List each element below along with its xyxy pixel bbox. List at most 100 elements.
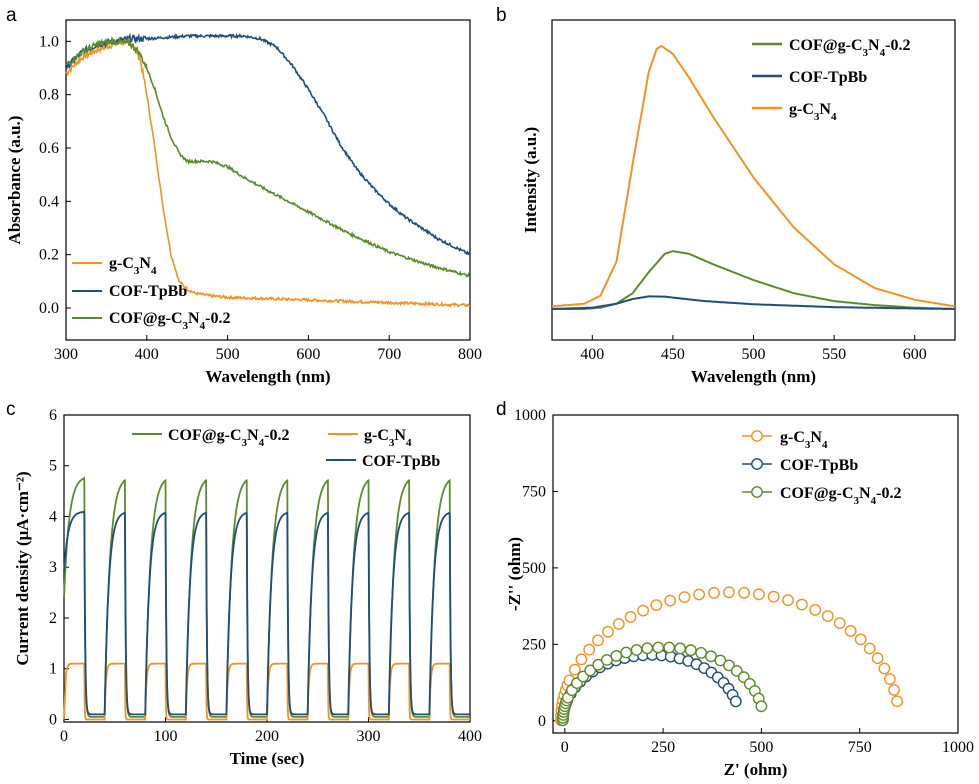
chart-b-legend-label-g: g-C3N4 <box>789 101 837 123</box>
chart-c-series-g <box>63 662 470 721</box>
chart-b-xtick-label: 500 <box>742 346 766 363</box>
chart-a-legend-label-cof: COF-TpBb <box>109 283 187 300</box>
chart-b-series-cof <box>551 295 955 310</box>
chart-d-xtick-label: 1000 <box>942 739 974 756</box>
chart-a-ytick-label: 0.8 <box>39 87 59 104</box>
chart-a-xtick-label: 400 <box>135 346 159 363</box>
chart-c-ytick-label: 4 <box>49 508 57 525</box>
chart-d-point-g <box>884 673 896 685</box>
chart-d-xtick-label: 750 <box>848 739 872 756</box>
chart-d-point-g <box>753 588 765 601</box>
chart-c-photocurrent: 0 100 200 300 400 0 1 2 3 4 5 6 Time (sec) Current de… <box>13 407 482 768</box>
chart-d-point-g <box>878 662 891 675</box>
chart-b-xlabel: Wavelength (nm) <box>691 367 816 386</box>
chart-d-ylabel: -Z'' (ohm) <box>505 537 524 611</box>
chart-d-point-g <box>844 625 857 637</box>
chart-c-xlabel: Time (sec) <box>230 749 305 768</box>
chart-b-series-comp <box>552 250 956 310</box>
chart-d-point-g <box>871 652 884 665</box>
chart-a-legend-label-g: g-C3N4 <box>109 255 157 277</box>
chart-a-xtick-label: 700 <box>377 346 401 363</box>
chart-c-ylabel: Current density (μA·cm⁻²) <box>13 471 32 665</box>
chart-b-legend-label-comp: COF@g-C3N4-0.2 <box>789 37 910 59</box>
chart-a-absorbance: 300 400 500 600 700 800 0.0 0.2 0.4 0.6 0.8 1.0 Wave… <box>5 19 482 386</box>
chart-d-point-g <box>664 594 677 607</box>
chart-b-photoluminescence: 400 450 500 550 600 Wavelength (nm) Intensity … <box>521 19 956 386</box>
chart-d-point-comp <box>641 642 654 655</box>
chart-d-point-g <box>650 599 663 611</box>
chart-c-ytick-label: 1 <box>49 661 57 678</box>
chart-d-point-g <box>738 586 750 599</box>
chart-d-point-cof <box>729 695 742 708</box>
chart-d-point-comp <box>695 647 707 659</box>
chart-c-legend-label-g: g-C3N4 <box>364 427 412 449</box>
chart-a-ytick-label: 1.0 <box>39 33 59 50</box>
chart-d-point-g <box>821 610 834 622</box>
chart-d-point-comp <box>663 641 676 654</box>
chart-d-legend-marker-g <box>751 430 763 442</box>
chart-d-point-g <box>568 663 581 676</box>
chart-d-ytick-label: 1000 <box>514 407 546 424</box>
chart-d-point-g <box>575 653 588 666</box>
chart-d-point-g <box>782 594 794 607</box>
chart-d-xlabel: Z' (ohm) <box>724 760 788 779</box>
chart-c-ytick-label: 0 <box>49 711 57 728</box>
chart-d-point-comp <box>723 659 735 672</box>
chart-d-point-g <box>863 642 876 655</box>
chart-d-point-g <box>767 590 780 603</box>
chart-b-frame <box>551 19 956 341</box>
chart-c-ytick-label: 5 <box>49 458 57 475</box>
chart-c-ytick-label: 3 <box>49 559 57 576</box>
chart-b-legend-label-cof: COF-TpBb <box>789 69 867 86</box>
chart-a-ytick-label: 0.6 <box>39 140 59 157</box>
chart-c-ytick-label: 6 <box>49 407 57 424</box>
chart-a-xtick-label: 800 <box>458 346 482 363</box>
chart-d-point-g <box>602 625 614 638</box>
chart-a-xlabel: Wavelength (nm) <box>205 367 330 386</box>
chart-b-ylabel: Intensity (a.u.) <box>521 127 540 233</box>
chart-d-point-comp <box>610 650 623 662</box>
chart-d-legend-label-g: g-C3N4 <box>780 429 828 451</box>
chart-d-point-g <box>809 604 822 616</box>
chart-d-point-g <box>592 634 604 647</box>
chart-c-legend-label-cof: COF-TpBb <box>362 453 440 470</box>
panel-label-d: d <box>496 399 507 420</box>
chart-d-point-comp <box>755 700 768 713</box>
chart-d-point-g <box>637 604 649 617</box>
chart-a-series-cof <box>65 32 471 256</box>
chart-d-point-comp <box>630 644 643 656</box>
chart-a-ytick-label: 0.2 <box>39 247 59 264</box>
chart-d-point-g <box>583 643 596 656</box>
chart-b-xtick-label: 450 <box>661 346 685 363</box>
chart-a-xtick-label: 300 <box>54 346 78 363</box>
chart-d-point-g <box>708 587 720 599</box>
chart-d-xtick-label: 0 <box>561 739 569 756</box>
chart-d-point-comp <box>674 642 686 655</box>
panel-label-c: c <box>6 399 16 420</box>
chart-d-point-comp <box>592 658 605 671</box>
chart-d-xtick-label: 500 <box>749 739 773 756</box>
chart-b-xtick-label: 600 <box>903 346 927 363</box>
chart-a-legend-label-comp: COF@g-C3N4-0.2 <box>109 310 230 332</box>
chart-a-xtick-label: 500 <box>216 346 240 363</box>
chart-c-xtick-label: 400 <box>458 728 482 745</box>
chart-b-xtick-label: 400 <box>580 346 604 363</box>
chart-c-xtick-label: 100 <box>154 728 178 745</box>
chart-d-point-g <box>833 617 846 629</box>
chart-a-ylabel: Absorbance (a.u.) <box>5 116 24 245</box>
chart-d-point-g <box>678 591 691 603</box>
chart-d-point-g <box>796 598 808 611</box>
chart-d-ytick-label: 750 <box>522 483 546 500</box>
chart-c-xtick-label: 200 <box>255 728 279 745</box>
chart-a-ytick-label: 0.0 <box>39 300 59 317</box>
chart-d-ytick-label: 500 <box>522 560 546 577</box>
chart-d-point-comp <box>652 641 665 654</box>
chart-d-point-comp <box>620 646 633 659</box>
chart-c-ytick-label: 2 <box>49 610 57 627</box>
chart-d-xtick-label: 250 <box>651 739 675 756</box>
chart-d-point-g <box>854 633 867 646</box>
chart-d-point-g <box>624 611 637 623</box>
chart-c-xtick-label: 0 <box>60 728 68 745</box>
panel-label-b: b <box>496 5 507 26</box>
chart-d-ytick-label: 250 <box>522 636 546 653</box>
